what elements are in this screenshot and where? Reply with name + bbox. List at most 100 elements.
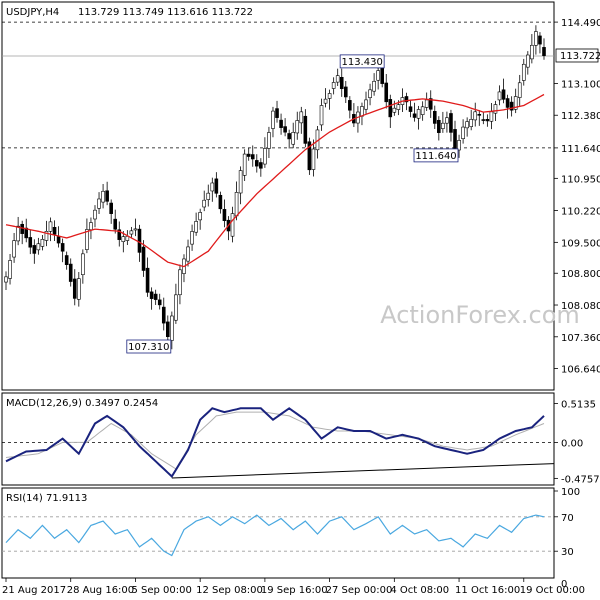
rsi-tick-label: 30 (561, 547, 574, 558)
time-tick-label: 28 Aug 16:00 (67, 585, 134, 596)
annotation-box (413, 148, 459, 163)
candle (327, 89, 332, 110)
candle (166, 315, 170, 344)
candle (283, 118, 287, 137)
candle-body (335, 75, 340, 83)
candle (428, 90, 433, 118)
candle (153, 289, 158, 305)
candle (81, 249, 85, 284)
candle (372, 73, 376, 96)
time-tick-label: 19 Oct 00:00 (520, 585, 585, 596)
watermark: ActionForex.com (380, 301, 580, 329)
price-tick-label: 110.950 (561, 174, 600, 185)
candle-body (453, 129, 457, 149)
candle-body (530, 44, 534, 60)
price-y-axis: 114.490 113.100 112.380 111.640 110.950 110.2… (554, 18, 600, 376)
candle (437, 116, 441, 141)
candle-body (24, 227, 29, 239)
candle-body (489, 111, 494, 122)
candle (267, 126, 271, 159)
annotation-label: 111.640 (415, 151, 456, 162)
rsi-y-axis: 100 70 30 0 (554, 487, 580, 590)
candle-body (327, 93, 332, 99)
candle-body (186, 246, 190, 262)
candle-body (60, 243, 65, 252)
candle-body (133, 228, 138, 231)
candle-body (457, 140, 461, 151)
candle (12, 233, 16, 263)
candle-body (230, 213, 235, 237)
candle-body (259, 162, 263, 169)
candle-body (469, 119, 473, 127)
candle-body (376, 70, 380, 81)
candle-body (343, 86, 348, 98)
candle-body (287, 133, 291, 140)
candle (449, 109, 453, 142)
price-panel-frame (1, 1, 555, 391)
candle-body (36, 243, 41, 251)
candle-body (166, 321, 170, 338)
candle-body (105, 190, 109, 202)
candle (307, 137, 312, 175)
time-tick-label: 19 Sep 16:00 (261, 585, 328, 596)
candle-body (416, 109, 421, 119)
candle-body (81, 253, 85, 276)
candle-body (481, 119, 486, 121)
price-annotation-0: 113.430 (339, 54, 385, 69)
candle (348, 96, 352, 119)
candle (513, 88, 518, 114)
candle (186, 239, 190, 267)
candle (230, 206, 235, 243)
candle-body (263, 148, 267, 165)
candle-body (299, 111, 304, 124)
candle-body (271, 110, 275, 129)
candle-body (372, 80, 376, 92)
candle-body (12, 240, 16, 258)
price-tick-label: 106.640 (561, 365, 600, 376)
candle-body (275, 108, 279, 118)
candle (161, 297, 166, 331)
candle (509, 96, 514, 117)
candle-body (368, 89, 372, 99)
time-tick-label: 11 Oct 16:00 (455, 585, 520, 596)
candle (404, 92, 409, 111)
candle (319, 98, 324, 131)
candle-body (339, 77, 344, 89)
candle-body (170, 315, 174, 341)
candle-body (267, 132, 271, 149)
candle-body (307, 141, 312, 171)
candle-body (348, 100, 352, 111)
candle (331, 77, 336, 95)
candle (408, 100, 413, 118)
candle (441, 111, 445, 133)
candle-body (254, 160, 259, 167)
candle-body (477, 114, 482, 116)
annotation-box (339, 54, 385, 69)
candle-body (137, 228, 142, 253)
macd-title: MACD(12,26,9) 0.3497 0.2454 (6, 398, 158, 409)
candle-body (198, 212, 202, 221)
macd-y-axis: 0.5135 0.00 -0.4757 (554, 400, 600, 485)
moving-average-line (5, 93, 545, 268)
candle-body (20, 223, 24, 234)
macd-trendline (171, 463, 555, 479)
candle-body (497, 91, 502, 101)
annotation-box (126, 339, 172, 354)
annotation-label: 113.430 (341, 57, 382, 68)
candle-body (190, 231, 194, 245)
candle-body (408, 106, 413, 112)
candle (368, 83, 372, 106)
candle (259, 158, 263, 177)
time-tick-label: 5 Sep 00:00 (131, 585, 191, 596)
candle-body (493, 104, 498, 114)
candle (222, 199, 227, 228)
candle-body (461, 126, 465, 139)
rsi-tick-label: 100 (561, 487, 580, 498)
candle-body (242, 153, 247, 176)
candle (526, 51, 530, 75)
price-tick-label: 107.360 (561, 333, 600, 344)
candle-body (85, 229, 89, 250)
candle (295, 111, 300, 140)
price-candles (4, 25, 546, 350)
candle (445, 111, 449, 133)
